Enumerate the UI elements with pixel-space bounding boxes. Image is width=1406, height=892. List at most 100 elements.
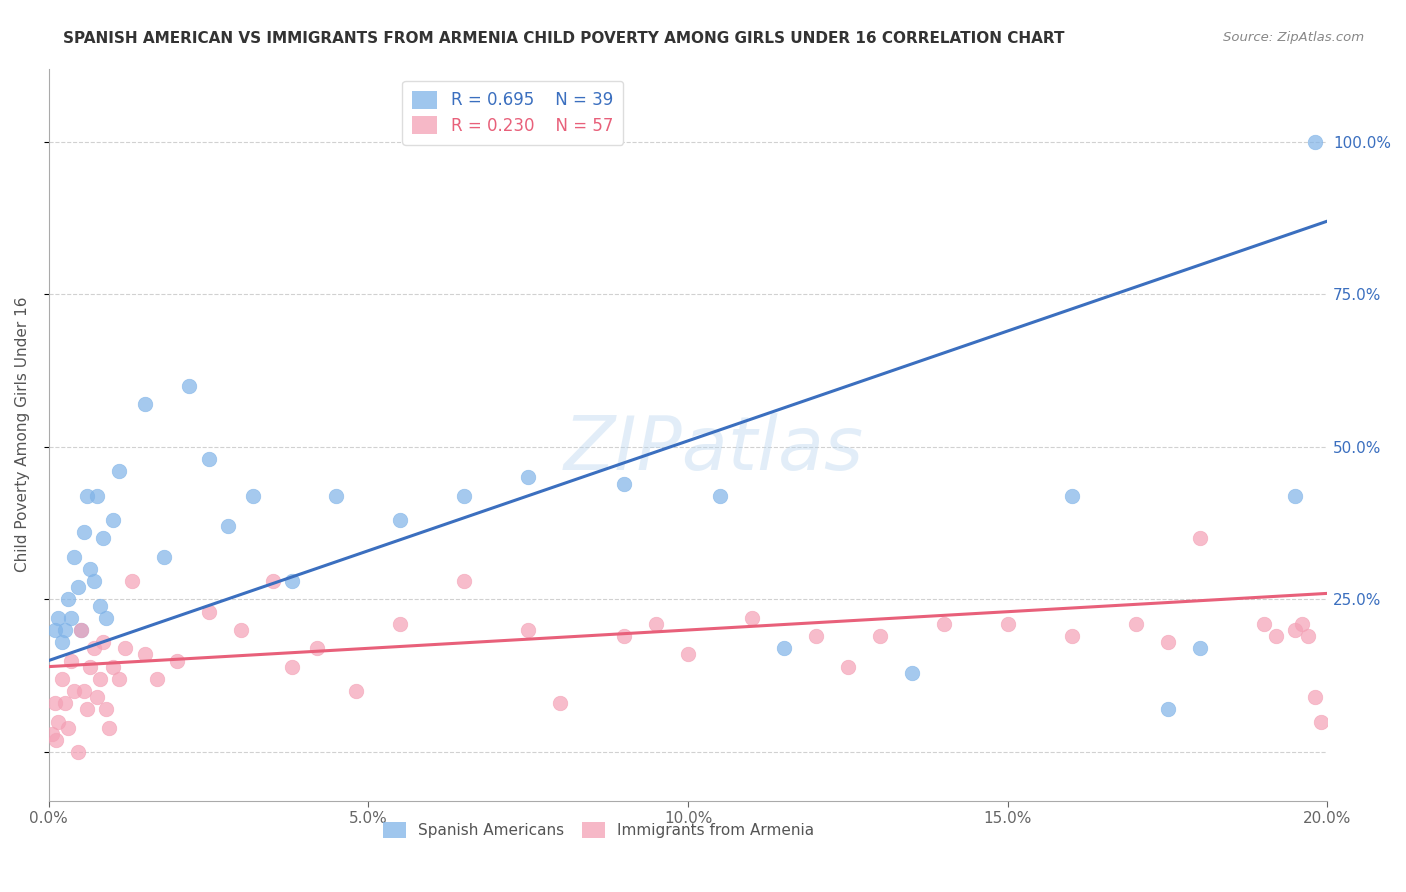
Point bbox=[79, 562, 101, 576]
Point bbox=[197, 605, 219, 619]
Point bbox=[96, 702, 118, 716]
Point bbox=[76, 702, 98, 716]
Point bbox=[46, 714, 69, 729]
Point bbox=[101, 513, 124, 527]
Point bbox=[101, 659, 124, 673]
Point bbox=[76, 489, 98, 503]
Point bbox=[153, 549, 176, 564]
Point bbox=[89, 672, 111, 686]
Point bbox=[44, 623, 66, 637]
Point bbox=[53, 696, 76, 710]
Point bbox=[86, 489, 108, 503]
Point bbox=[932, 616, 955, 631]
Point bbox=[69, 623, 91, 637]
Point bbox=[901, 665, 924, 680]
Point bbox=[166, 653, 188, 667]
Point bbox=[869, 629, 891, 643]
Point bbox=[146, 672, 169, 686]
Point bbox=[134, 648, 156, 662]
Point bbox=[91, 635, 114, 649]
Point bbox=[709, 489, 731, 503]
Point bbox=[997, 616, 1019, 631]
Point bbox=[280, 659, 302, 673]
Point bbox=[121, 574, 143, 589]
Point bbox=[44, 696, 66, 710]
Point bbox=[453, 489, 475, 503]
Point bbox=[804, 629, 827, 643]
Point bbox=[280, 574, 302, 589]
Point bbox=[676, 648, 699, 662]
Legend: Spanish Americans, Immigrants from Armenia: Spanish Americans, Immigrants from Armen… bbox=[377, 815, 821, 845]
Point bbox=[108, 464, 131, 478]
Point bbox=[114, 641, 136, 656]
Point bbox=[56, 592, 79, 607]
Point bbox=[307, 641, 329, 656]
Point bbox=[98, 721, 121, 735]
Point bbox=[1296, 629, 1319, 643]
Point bbox=[1156, 635, 1178, 649]
Point bbox=[51, 635, 73, 649]
Point bbox=[51, 672, 73, 686]
Point bbox=[179, 379, 201, 393]
Point bbox=[73, 525, 96, 540]
Point bbox=[453, 574, 475, 589]
Point bbox=[773, 641, 796, 656]
Point bbox=[517, 470, 540, 484]
Point bbox=[69, 623, 91, 637]
Point bbox=[242, 489, 264, 503]
Point bbox=[46, 611, 69, 625]
Point bbox=[217, 519, 239, 533]
Point bbox=[1303, 135, 1326, 149]
Point bbox=[83, 641, 105, 656]
Point bbox=[63, 549, 86, 564]
Point bbox=[73, 684, 96, 698]
Point bbox=[56, 721, 79, 735]
Point bbox=[262, 574, 284, 589]
Point bbox=[1291, 616, 1313, 631]
Point bbox=[1125, 616, 1147, 631]
Point bbox=[63, 684, 86, 698]
Point bbox=[108, 672, 131, 686]
Point bbox=[548, 696, 571, 710]
Point bbox=[1265, 629, 1288, 643]
Point bbox=[229, 623, 252, 637]
Point bbox=[96, 611, 118, 625]
Text: SPANISH AMERICAN VS IMMIGRANTS FROM ARMENIA CHILD POVERTY AMONG GIRLS UNDER 16 C: SPANISH AMERICAN VS IMMIGRANTS FROM ARME… bbox=[63, 31, 1064, 46]
Point bbox=[89, 599, 111, 613]
Point bbox=[1156, 702, 1178, 716]
Point bbox=[60, 653, 83, 667]
Point bbox=[197, 452, 219, 467]
Point bbox=[325, 489, 347, 503]
Point bbox=[1303, 690, 1326, 705]
Point bbox=[613, 476, 636, 491]
Point bbox=[134, 397, 156, 411]
Point bbox=[60, 611, 83, 625]
Point bbox=[613, 629, 636, 643]
Point bbox=[1284, 489, 1306, 503]
Point bbox=[1284, 623, 1306, 637]
Point bbox=[389, 616, 412, 631]
Point bbox=[837, 659, 859, 673]
Y-axis label: Child Poverty Among Girls Under 16: Child Poverty Among Girls Under 16 bbox=[15, 297, 30, 573]
Point bbox=[1188, 532, 1211, 546]
Text: Source: ZipAtlas.com: Source: ZipAtlas.com bbox=[1223, 31, 1364, 45]
Point bbox=[645, 616, 668, 631]
Point bbox=[1060, 489, 1083, 503]
Point bbox=[53, 623, 76, 637]
Point bbox=[344, 684, 367, 698]
Point bbox=[83, 574, 105, 589]
Point bbox=[517, 623, 540, 637]
Point bbox=[79, 659, 101, 673]
Text: ZIPatlas: ZIPatlas bbox=[564, 413, 863, 485]
Point bbox=[91, 532, 114, 546]
Point bbox=[86, 690, 108, 705]
Point bbox=[1060, 629, 1083, 643]
Point bbox=[741, 611, 763, 625]
Point bbox=[45, 732, 67, 747]
Point bbox=[41, 727, 63, 741]
Point bbox=[66, 580, 89, 594]
Point bbox=[389, 513, 412, 527]
Point bbox=[66, 745, 89, 759]
Point bbox=[1310, 714, 1333, 729]
Point bbox=[1188, 641, 1211, 656]
